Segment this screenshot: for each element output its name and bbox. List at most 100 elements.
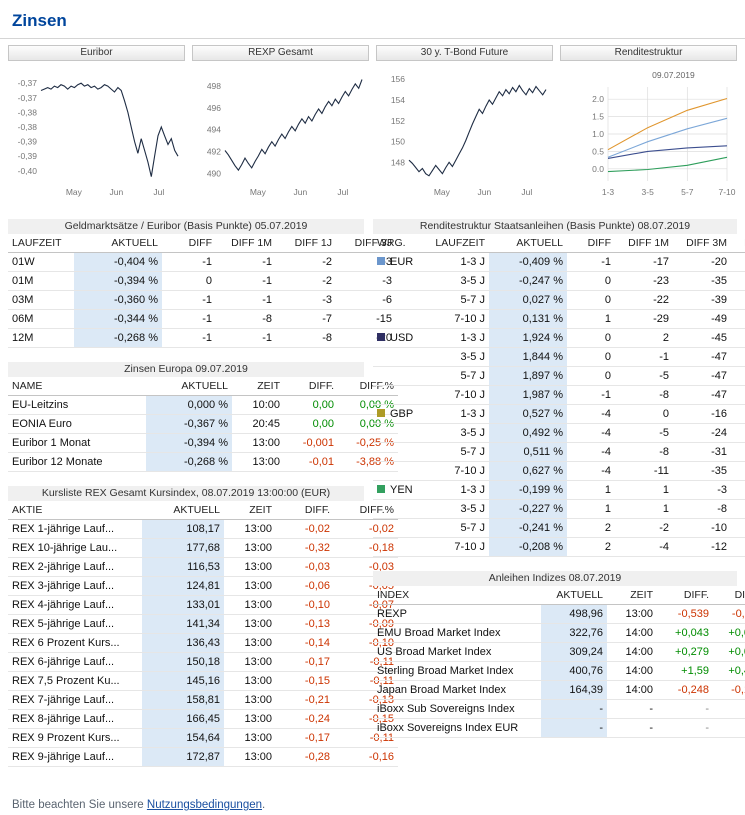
table-cell[interactable]: REX 4-jährige Lauf... (8, 595, 142, 615)
table-cell: USD (373, 328, 427, 348)
table-cell: 01M (8, 271, 74, 291)
chart-title-euribor: Euribor (8, 45, 185, 61)
svg-text:Jun: Jun (109, 187, 123, 197)
table-cell: 1 (567, 499, 615, 519)
table-cell[interactable]: Sterling Broad Market Index (373, 661, 541, 681)
footer-text-end: . (262, 799, 266, 811)
table-title: Anleihen Indizes 08.07.2019 (373, 571, 737, 586)
table-cell: -0,268 % (74, 328, 162, 348)
table-cell: -0,11 % (713, 604, 745, 624)
table-cell: -0,248 (657, 680, 713, 700)
svg-text:May: May (250, 187, 267, 197)
table-cell[interactable]: REX 5-jährige Lauf... (8, 614, 142, 634)
table-cell: 1-3 J (427, 328, 489, 348)
table-cell[interactable]: EMU Broad Market Index (373, 623, 541, 643)
table-cell: -1 (216, 252, 276, 272)
table-cell[interactable]: REX 9-jährige Lauf... (8, 747, 142, 767)
table-cell[interactable]: REX 6-jährige Lauf... (8, 652, 142, 672)
table-cell: -0,06 (276, 576, 334, 596)
table-cell: 14:00 (607, 680, 657, 700)
table-cell: -3 (731, 480, 745, 500)
table-cell: -50 (731, 461, 745, 481)
table-cell[interactable]: REX 7-jährige Lauf... (8, 690, 142, 710)
rex-kursliste-table: AKTIE AKTUELL ZEIT DIFF. DIFF.% REX 1-jährige… (8, 501, 398, 767)
table-cell: 5-7 J (427, 518, 489, 538)
table-cell[interactable]: REX 7,5 Prozent Ku... (8, 671, 142, 691)
table-cell: - (541, 699, 607, 719)
table-row: REX 2-jährige Lauf... 116,53 13:00 -0,03 -0,… (8, 557, 398, 577)
content-columns: Geldmarktsätze / Euribor (Basis Punkte) … (0, 219, 745, 777)
table-cell (373, 385, 427, 405)
table-cell: -0,268 % (146, 452, 232, 472)
table-cell: 0,00 (284, 414, 338, 434)
svg-text:09.07.2019: 09.07.2019 (652, 70, 695, 80)
svg-text:-0,38: -0,38 (18, 107, 38, 117)
table-cell: 7-10 J (427, 385, 489, 405)
table-cell[interactable]: REX 9 Prozent Kurs... (8, 728, 142, 748)
svg-text:3-5: 3-5 (642, 187, 655, 197)
column-header: DIFF (567, 234, 615, 253)
table-cell: 1,844 % (489, 347, 567, 367)
table-cell: 5-7 J (427, 366, 489, 386)
table-row: 5-7 J-0,241 %2-2-10-8 (373, 518, 745, 538)
table-cell: -26 (731, 252, 745, 272)
table-cell[interactable]: REX 1-jährige Lauf... (8, 519, 142, 539)
table-cell[interactable]: US Broad Market Index (373, 642, 541, 662)
table-cell: EUR (373, 252, 427, 272)
table-cell: -1 (216, 290, 276, 310)
table-cell[interactable]: REX 8-jährige Lauf... (8, 709, 142, 729)
table-cell[interactable]: REX 6 Prozent Kurs... (8, 633, 142, 653)
table-cell: 06M (8, 309, 74, 329)
table-cell: -19 (731, 404, 745, 424)
table-cell[interactable]: REX 10-jährige Lau... (8, 538, 142, 558)
chart-panel-rexp: REXP Gesamt 498 496 494 492 490 May Jun Jul (192, 45, 369, 203)
chart-title-rexp: REXP Gesamt (192, 45, 369, 61)
table-row: 3-5 J1,844 %0-1-47-64 (373, 347, 745, 367)
table-cell: 13:00 (224, 728, 276, 748)
svg-text:150: 150 (391, 137, 405, 147)
column-header: NAME (8, 377, 146, 396)
table-row: REX 9-jährige Lauf... 172,87 13:00 -0,28 -0,… (8, 747, 398, 767)
svg-text:496: 496 (207, 103, 221, 113)
table-cell: -0,394 % (74, 271, 162, 291)
euribor-chart: -0,37 -0,37 -0,38 -0,38 -0,39 -0,39 -0,40 May Ju… (18, 78, 179, 197)
column-header: ZEIT (224, 501, 276, 520)
table-cell: -17 (615, 252, 673, 272)
table-cell: -0,404 % (74, 252, 162, 272)
table-cell: 0,511 % (489, 442, 567, 462)
table-row: Sterling Broad Market Index 400,76 14:00 +1… (373, 661, 745, 681)
column-header: LAUFZEIT (427, 234, 489, 253)
table-cell[interactable]: iBoxx Sovereigns Index EUR (373, 718, 541, 738)
header-row: NAME AKTUELL ZEIT DIFF. DIFF.% (8, 377, 398, 396)
table-cell: +0,279 (657, 642, 713, 662)
table-cell[interactable]: iBoxx Sub Sovereigns Index (373, 699, 541, 719)
table-cell: 13:00 (224, 671, 276, 691)
table-cell[interactable]: REXP (373, 604, 541, 624)
table-cell: - (607, 699, 657, 719)
table-cell: 20:45 (232, 414, 284, 434)
table-cell: -42 (731, 442, 745, 462)
table-cell: 166,45 (142, 709, 224, 729)
svg-text:Jul: Jul (521, 187, 532, 197)
footer: Bitte beachten Sie unsere Nutzungsbeding… (12, 799, 745, 815)
table-cell[interactable]: Japan Broad Market Index (373, 680, 541, 700)
table-cell: -8 (615, 385, 673, 405)
table-cell: -2 (276, 252, 336, 272)
terms-link[interactable]: Nutzungsbedingungen (146, 799, 263, 811)
table-cell: -5 (615, 423, 673, 443)
table-cell[interactable]: REX 3-jährige Lauf... (8, 576, 142, 596)
table-cell: 1-3 J (427, 252, 489, 272)
table-cell: 0,027 % (489, 290, 567, 310)
table-cell: Euribor 12 Monate (8, 452, 146, 472)
table-row: Japan Broad Market Index 164,39 14:00 -0,24… (373, 680, 745, 700)
table-cell: 13:00 (224, 557, 276, 577)
table-cell: 0,627 % (489, 461, 567, 481)
table-cell: -4 (567, 404, 615, 424)
table-cell: 136,43 (142, 633, 224, 653)
table-cell: 3-5 J (427, 347, 489, 367)
table-cell[interactable]: REX 2-jährige Lauf... (8, 557, 142, 577)
table-cell: -31 (673, 442, 731, 462)
table-row: 7-10 J1,987 %-1-8-47-63 (373, 385, 745, 405)
